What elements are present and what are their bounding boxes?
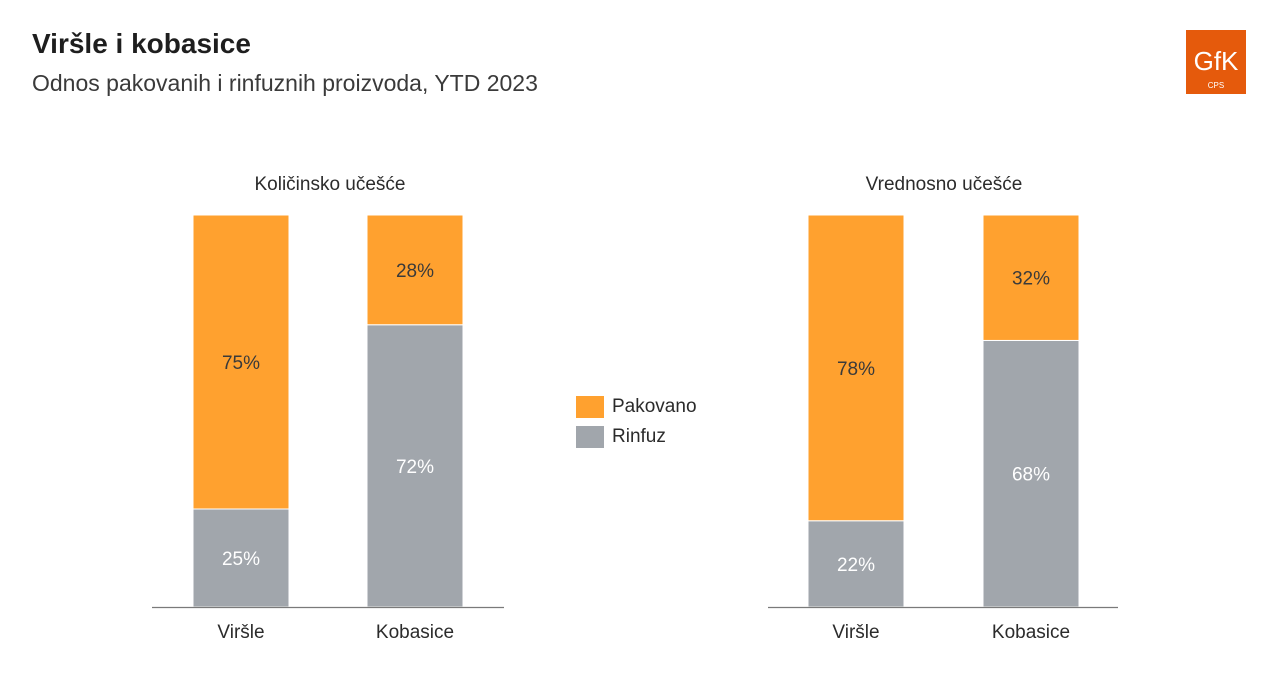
logo-subtext: CPS xyxy=(1208,81,1224,90)
bar-segment-pakovano xyxy=(192,214,290,510)
legend-label-rinfuz: Rinfuz xyxy=(612,426,666,447)
data-label: 28% xyxy=(396,261,434,282)
data-label: 75% xyxy=(222,353,260,374)
data-label: 78% xyxy=(837,359,875,380)
chart-title: Vrednosno učešće xyxy=(866,174,1023,195)
category-label: Viršle xyxy=(217,622,264,643)
data-label: 72% xyxy=(396,457,434,478)
legend-swatch-rinfuz xyxy=(576,426,604,448)
logo-background xyxy=(1186,30,1246,94)
category-label: Kobasice xyxy=(376,622,454,643)
legend-label-pakovano: Pakovano xyxy=(612,396,697,417)
bar-segment-rinfuz xyxy=(192,508,290,608)
bar-segment-rinfuz xyxy=(366,324,464,608)
page-title: Viršle i kobasice xyxy=(32,28,251,59)
data-label: 68% xyxy=(1012,465,1050,486)
logo-text: GfK xyxy=(1194,46,1239,76)
chart-legend: Pakovano Rinfuz xyxy=(576,392,697,452)
page-subtitle: Odnos pakovanih i rinfuznih proizvoda, Y… xyxy=(32,70,538,96)
data-label: 22% xyxy=(837,555,875,576)
legend-swatch-pakovano xyxy=(576,396,604,418)
bar-segment-rinfuz xyxy=(982,339,1080,608)
chart-title: Količinsko učešće xyxy=(254,174,405,195)
category-label: Kobasice xyxy=(992,622,1070,643)
bar-segment-pakovano xyxy=(807,214,905,522)
legend-item-pakovano: Pakovano xyxy=(576,392,697,422)
bar-segment-pakovano xyxy=(366,214,464,326)
data-label: 25% xyxy=(222,549,260,570)
data-label: 32% xyxy=(1012,269,1050,290)
category-label: Viršle xyxy=(832,622,879,643)
bar-segment-pakovano xyxy=(982,214,1080,341)
bar-segment-rinfuz xyxy=(807,520,905,608)
gfk-logo: GfK CPS xyxy=(1186,30,1246,94)
legend-item-rinfuz: Rinfuz xyxy=(576,422,697,452)
